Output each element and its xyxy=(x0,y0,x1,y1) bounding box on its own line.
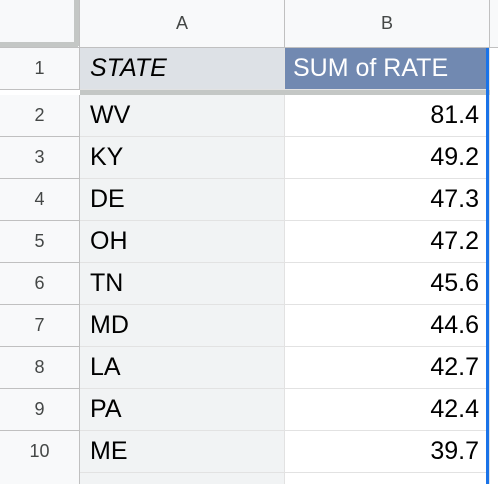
cell-rate[interactable] xyxy=(285,473,490,484)
row-header[interactable]: 3 xyxy=(0,137,80,179)
cell-state[interactable]: PA xyxy=(80,389,285,431)
cell-rate[interactable]: 39.7 xyxy=(285,431,490,473)
cell-rate[interactable]: 47.3 xyxy=(285,179,490,221)
row-header[interactable]: 7 xyxy=(0,305,80,347)
cell-state[interactable]: TN xyxy=(80,263,285,305)
cell-state[interactable]: WV xyxy=(80,95,285,137)
cell-state[interactable]: OH xyxy=(80,221,285,263)
cell-rate[interactable]: 81.4 xyxy=(285,95,490,137)
row-header[interactable]: 2 xyxy=(0,95,80,137)
column-header-c[interactable] xyxy=(490,0,498,48)
row-header[interactable]: 8 xyxy=(0,347,80,389)
cell-rate[interactable]: 42.4 xyxy=(285,389,490,431)
cell-state[interactable]: LA xyxy=(80,347,285,389)
row-header[interactable] xyxy=(0,468,80,484)
column-header-b[interactable]: B xyxy=(285,0,490,48)
cell-rate[interactable]: 49.2 xyxy=(285,137,490,179)
column-header-a[interactable]: A xyxy=(80,0,285,48)
cell-state[interactable]: KY xyxy=(80,137,285,179)
select-all-corner[interactable] xyxy=(0,0,80,48)
freeze-row-handle[interactable] xyxy=(0,42,78,47)
pivot-header-sum-of-rate[interactable]: SUM of RATE xyxy=(285,48,490,90)
cell-rate[interactable]: 45.6 xyxy=(285,263,490,305)
selection-border xyxy=(486,48,489,484)
pivot-header-state[interactable]: STATE xyxy=(80,48,285,90)
row-header[interactable]: 9 xyxy=(0,389,80,431)
row-header[interactable]: 10 xyxy=(0,431,80,473)
cell-state[interactable] xyxy=(80,473,285,484)
cell-rate[interactable]: 42.7 xyxy=(285,347,490,389)
cell-state[interactable]: ME xyxy=(80,431,285,473)
cell-state[interactable]: MD xyxy=(80,305,285,347)
row-header[interactable]: 6 xyxy=(0,263,80,305)
cell-state[interactable]: DE xyxy=(80,179,285,221)
frozen-row-divider[interactable] xyxy=(80,90,490,95)
freeze-column-handle[interactable] xyxy=(74,0,79,46)
row-header[interactable]: 5 xyxy=(0,221,80,263)
row-header[interactable]: 4 xyxy=(0,179,80,221)
cell-rate[interactable]: 47.2 xyxy=(285,221,490,263)
cell-rate[interactable]: 44.6 xyxy=(285,305,490,347)
row-header[interactable]: 1 xyxy=(0,48,80,90)
